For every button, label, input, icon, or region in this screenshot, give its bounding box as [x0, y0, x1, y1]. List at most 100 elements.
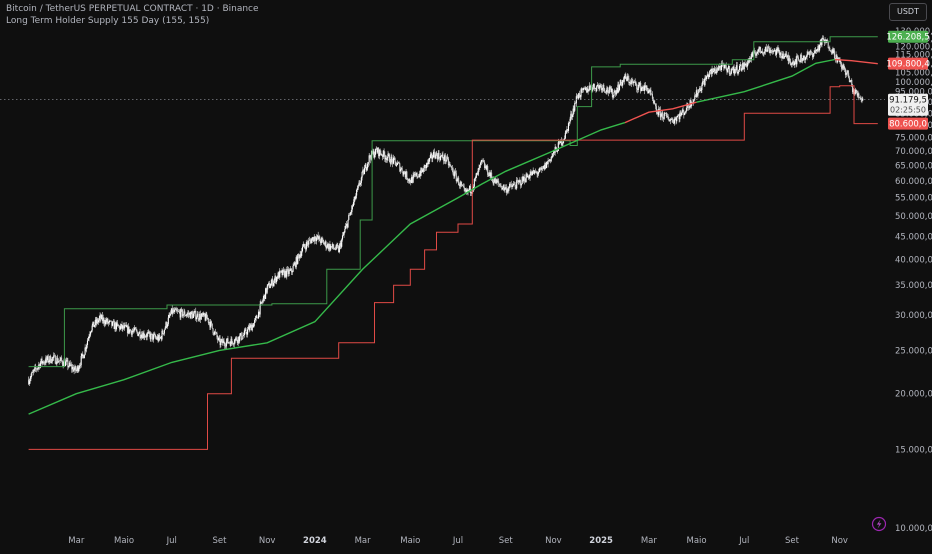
candle-body [774, 50, 776, 52]
candle-body [574, 103, 576, 111]
candle-body [602, 84, 604, 89]
candle-body [231, 338, 233, 342]
candle-body [496, 179, 498, 183]
candle-body [551, 156, 553, 158]
symbol-title[interactable]: Bitcoin / TetherUS PERPETUAL CONTRACT · … [6, 4, 259, 14]
candle-body [650, 90, 652, 94]
candle-body [420, 168, 422, 176]
candle-body [687, 107, 690, 108]
candle-body [779, 50, 781, 55]
candle-body [620, 79, 622, 84]
candle-body [611, 88, 613, 98]
candle-body [682, 109, 684, 112]
candle-body [395, 161, 397, 166]
candle-body [94, 319, 96, 326]
candle-body [315, 239, 317, 242]
candle-body [844, 68, 846, 70]
candle-body [789, 58, 791, 62]
candle-body [777, 48, 779, 51]
candle-body [718, 66, 720, 68]
candle-body [769, 50, 771, 53]
candle-body [498, 183, 500, 185]
candle-body [709, 71, 711, 75]
candle-body [151, 333, 153, 335]
candle-body [560, 139, 562, 143]
indicator-title[interactable]: Long Term Holder Supply 155 Day (155, 15… [6, 16, 210, 26]
candle-body [192, 313, 194, 318]
candle-body [356, 189, 358, 196]
candle-body [490, 172, 492, 177]
candle-body [340, 242, 342, 247]
candle-body [760, 51, 763, 53]
lightning-icon[interactable] [871, 516, 887, 532]
candle-body [207, 318, 209, 323]
candle-body [693, 99, 695, 100]
candle-body [74, 366, 76, 370]
candle-body [713, 68, 715, 72]
candle-body [547, 160, 549, 165]
candle-body [35, 368, 38, 370]
candle-body [553, 151, 555, 154]
candle-body [804, 55, 806, 60]
candle-body [818, 46, 820, 51]
candle-body [706, 74, 708, 77]
candle-body [281, 270, 283, 276]
candle-body [568, 122, 570, 124]
candle-body [805, 57, 807, 58]
candle-body [782, 53, 784, 59]
candle-body [115, 322, 118, 330]
candle-body [46, 357, 48, 361]
candle-body [514, 184, 516, 187]
candle-body [242, 335, 244, 339]
candle-body [391, 156, 393, 160]
candle-body [575, 103, 577, 104]
candle-body [167, 317, 169, 325]
candle-body [648, 90, 650, 92]
candle-body [280, 270, 282, 272]
candle-body [753, 50, 756, 54]
candle-body [564, 138, 566, 140]
candle-body [700, 89, 702, 91]
candle-body [516, 180, 519, 182]
candle-body [31, 372, 33, 376]
candle-body [699, 88, 701, 91]
candle-body [604, 91, 606, 93]
moving-average-line [28, 121, 626, 415]
candle-body [505, 187, 507, 189]
candle-body [671, 119, 673, 120]
candle-body [468, 189, 470, 191]
candle-body [621, 83, 623, 86]
candle-body [861, 99, 863, 101]
candle-body [808, 53, 810, 55]
candle-body [290, 268, 292, 271]
candle-body [440, 155, 442, 157]
candle-body [303, 243, 305, 247]
candle-body [319, 240, 322, 244]
candle-body [113, 321, 115, 330]
candle-body [552, 153, 554, 157]
candle-body [430, 154, 432, 156]
y-tick-label: 40.000,0 [895, 255, 932, 265]
candle-body [736, 65, 738, 74]
candle-body [606, 87, 608, 92]
candle-body [265, 288, 267, 299]
candle-body [142, 332, 144, 339]
candle-body [831, 52, 833, 54]
candle-body [723, 65, 725, 69]
currency-button[interactable]: USDT [889, 3, 927, 21]
candle-body [135, 329, 137, 331]
x-axis[interactable]: Mar Maio Jul Set Nov 2024 Mar Maio Jul Set Nov 2025… [68, 536, 848, 546]
candle-body [690, 100, 692, 106]
y-tick-label: 45.000,0 [895, 233, 932, 243]
candle-body [41, 358, 43, 364]
candle-body [304, 246, 306, 248]
upper-channel-line [28, 36, 878, 368]
candle-body [411, 177, 413, 183]
candle-body [493, 182, 495, 184]
candle-body [47, 356, 49, 362]
candle-body [160, 337, 162, 340]
candle-body [100, 315, 102, 320]
candle-body [786, 53, 788, 58]
